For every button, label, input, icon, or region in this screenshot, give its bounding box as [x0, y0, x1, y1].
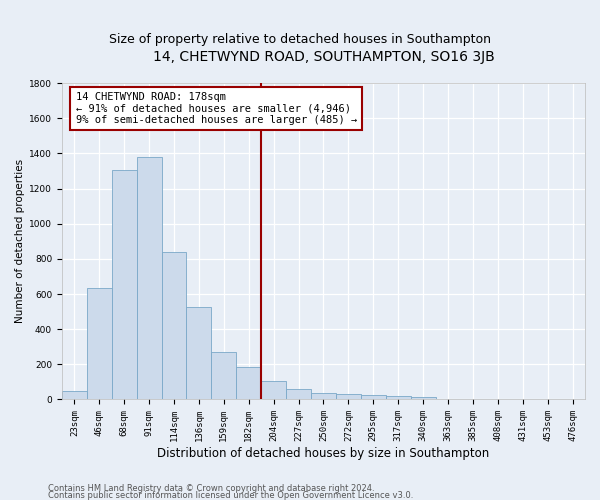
Bar	[560, 398, 585, 400]
Bar	[361, 395, 386, 400]
Bar	[137, 157, 161, 400]
Bar	[261, 381, 286, 400]
Bar	[311, 394, 336, 400]
Bar	[87, 288, 112, 400]
Text: 14 CHETWYND ROAD: 178sqm
← 91% of detached houses are smaller (4,946)
9% of semi: 14 CHETWYND ROAD: 178sqm ← 91% of detach…	[76, 92, 357, 125]
Bar	[510, 398, 535, 400]
Bar	[161, 252, 187, 400]
Bar	[535, 398, 560, 400]
Text: Contains HM Land Registry data © Crown copyright and database right 2024.: Contains HM Land Registry data © Crown c…	[48, 484, 374, 493]
Text: Size of property relative to detached houses in Southampton: Size of property relative to detached ho…	[109, 32, 491, 46]
Bar	[112, 170, 137, 400]
Bar	[62, 390, 87, 400]
Title: 14, CHETWYND ROAD, SOUTHAMPTON, SO16 3JB: 14, CHETWYND ROAD, SOUTHAMPTON, SO16 3JB	[152, 50, 494, 64]
Bar	[236, 367, 261, 400]
Bar	[460, 398, 485, 400]
Text: Contains public sector information licensed under the Open Government Licence v3: Contains public sector information licen…	[48, 491, 413, 500]
Bar	[436, 398, 460, 400]
Bar	[410, 397, 436, 400]
X-axis label: Distribution of detached houses by size in Southampton: Distribution of detached houses by size …	[157, 447, 490, 460]
Y-axis label: Number of detached properties: Number of detached properties	[15, 160, 25, 324]
Bar	[187, 307, 211, 400]
Bar	[336, 394, 361, 400]
Bar	[386, 396, 410, 400]
Bar	[485, 398, 510, 400]
Bar	[211, 352, 236, 400]
Bar	[286, 389, 311, 400]
